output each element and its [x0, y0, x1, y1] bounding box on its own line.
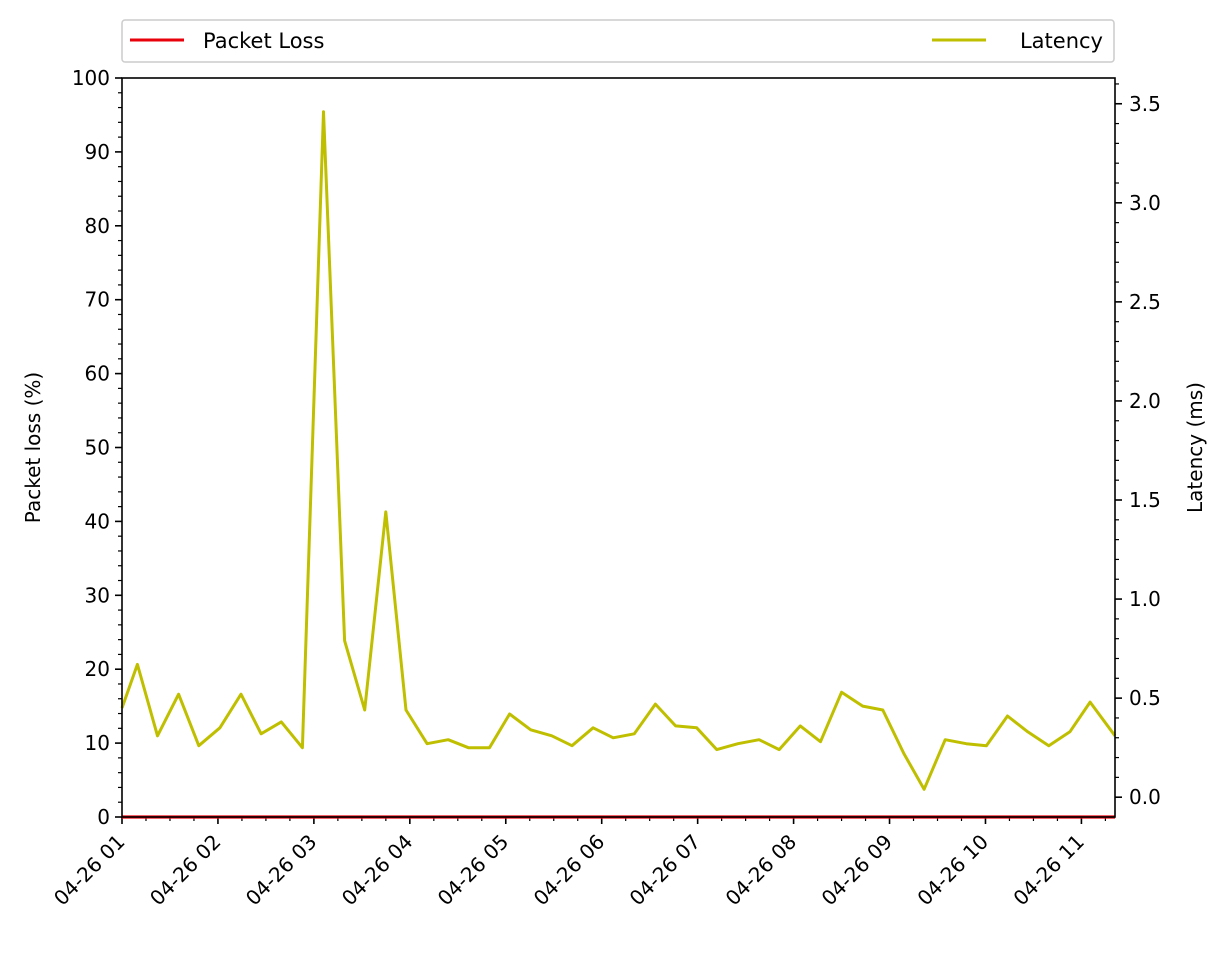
legend-label-latency: Latency	[1020, 29, 1103, 53]
y-right-tick-label: 2.5	[1129, 290, 1161, 314]
y-left-tick-label: 30	[85, 583, 110, 607]
y-right-tick-label: 3.5	[1129, 92, 1161, 116]
y-left-tick-label: 70	[85, 288, 110, 312]
y-left-tick-label: 20	[85, 657, 110, 681]
x-tick-label: 04-26 11	[1008, 830, 1089, 911]
y-left-tick-label: 0	[97, 805, 110, 829]
y-right-tick-label: 1.5	[1129, 488, 1161, 512]
series-layer	[120, 110, 1117, 819]
left-axis: 0 10 20 30 40 50 60 70 80 90 100	[72, 66, 122, 829]
plot-frame	[121, 77, 1116, 818]
x-tick-label: 04-26 02	[145, 830, 226, 911]
y-left-tick-label: 10	[85, 731, 110, 755]
x-tick-label: 04-26 08	[721, 830, 802, 911]
x-tick-label: 04-26 09	[817, 830, 898, 911]
y-left-tick-label: 80	[85, 214, 110, 238]
y-left-tick-label: 50	[85, 436, 110, 460]
y-left-tick-label: 40	[85, 509, 110, 533]
series-line-latency	[120, 110, 1117, 791]
legend-box	[121, 19, 1115, 63]
y-axis-right-title: Latency (ms)	[1183, 382, 1207, 513]
legend: Packet Loss Latency	[121, 19, 1115, 63]
x-tick-label: 04-26 07	[625, 830, 706, 911]
legend-label-packet-loss: Packet Loss	[203, 29, 324, 53]
y-right-tick-label: 1.0	[1129, 587, 1161, 611]
y-right-tick-label: 2.0	[1129, 389, 1161, 413]
x-tick-label: 04-26 05	[433, 830, 514, 911]
y-left-tick-label: 60	[85, 362, 110, 386]
x-tick-label: 04-26 01	[49, 830, 130, 911]
x-tick-label: 04-26 06	[529, 830, 610, 911]
x-tick-label: 04-26 03	[241, 830, 322, 911]
y-right-tick-label: 0.0	[1129, 785, 1161, 809]
y-right-tick-label: 0.5	[1129, 686, 1161, 710]
x-tick-label: 04-26 10	[912, 830, 993, 911]
x-tick-label: 04-26 04	[337, 830, 418, 911]
y-left-tick-label: 100	[72, 66, 110, 90]
y-left-tick-label: 90	[85, 140, 110, 164]
x-axis: 04-26 01 04-26 02 04-26 03 04-26 04 04-26 05…	[49, 817, 1107, 911]
right-axis: 0.0 0.5 1.0 1.5 2.0 2.5 3.0 3.5	[1115, 83, 1161, 809]
y-axis-left-title: Packet loss (%)	[21, 372, 45, 523]
y-right-tick-label: 3.0	[1129, 191, 1161, 215]
